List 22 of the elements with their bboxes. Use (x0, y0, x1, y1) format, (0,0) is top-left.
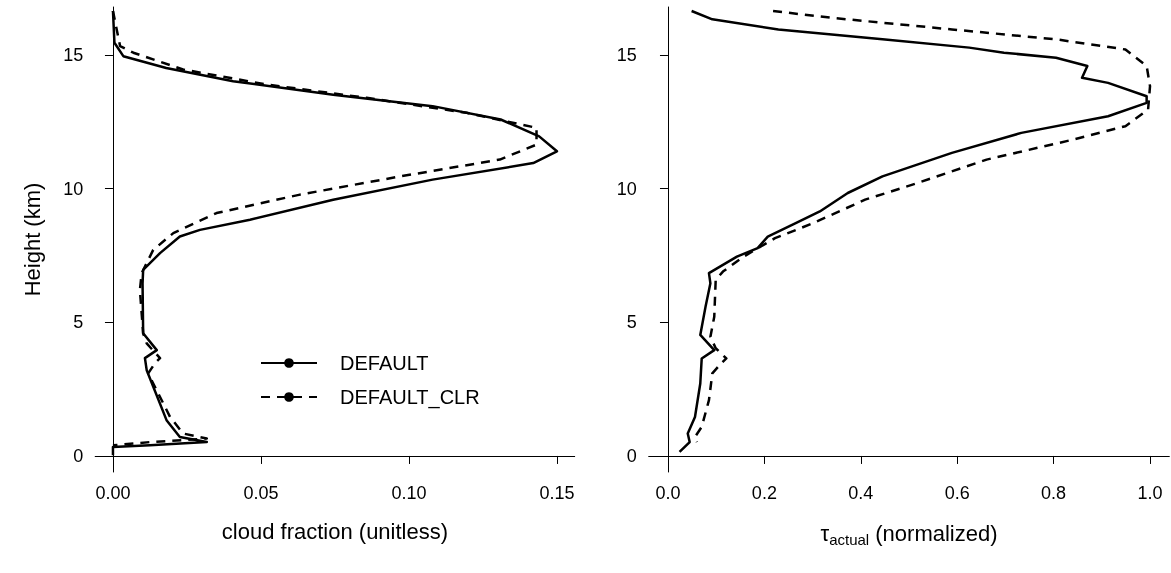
y-tick-label: 15 (63, 45, 84, 66)
x-tick-label: 0.2 (751, 483, 777, 503)
x-tick-label: 0.10 (391, 483, 427, 503)
y-axis-title: Height (km) (19, 182, 45, 297)
y-tick-label: 0 (73, 445, 84, 466)
x-tick-label: 0.05 (243, 483, 279, 503)
y-tick-label: 5 (626, 312, 637, 333)
x-tick-label: 0.15 (539, 483, 575, 503)
legend-label: DEFAULT_CLR (340, 386, 480, 409)
y-tick-label: 15 (616, 45, 637, 66)
x-axis-title: cloud fraction (unitless) (221, 518, 449, 544)
x-tick-label: 1.0 (1137, 483, 1163, 503)
x-tick-label: 0.00 (95, 483, 131, 503)
x-tick-label: 0.4 (848, 483, 874, 503)
x-tick-label: 0.0 (655, 483, 681, 503)
legend-label: DEFAULT (340, 352, 429, 374)
y-tick-label: 10 (63, 178, 84, 199)
y-tick-label: 10 (616, 178, 637, 199)
x-tick-label: 0.8 (1041, 483, 1067, 503)
x-tick-label: 0.6 (944, 483, 970, 503)
y-tick-label: 5 (73, 312, 84, 333)
y-tick-label: 0 (626, 445, 637, 466)
